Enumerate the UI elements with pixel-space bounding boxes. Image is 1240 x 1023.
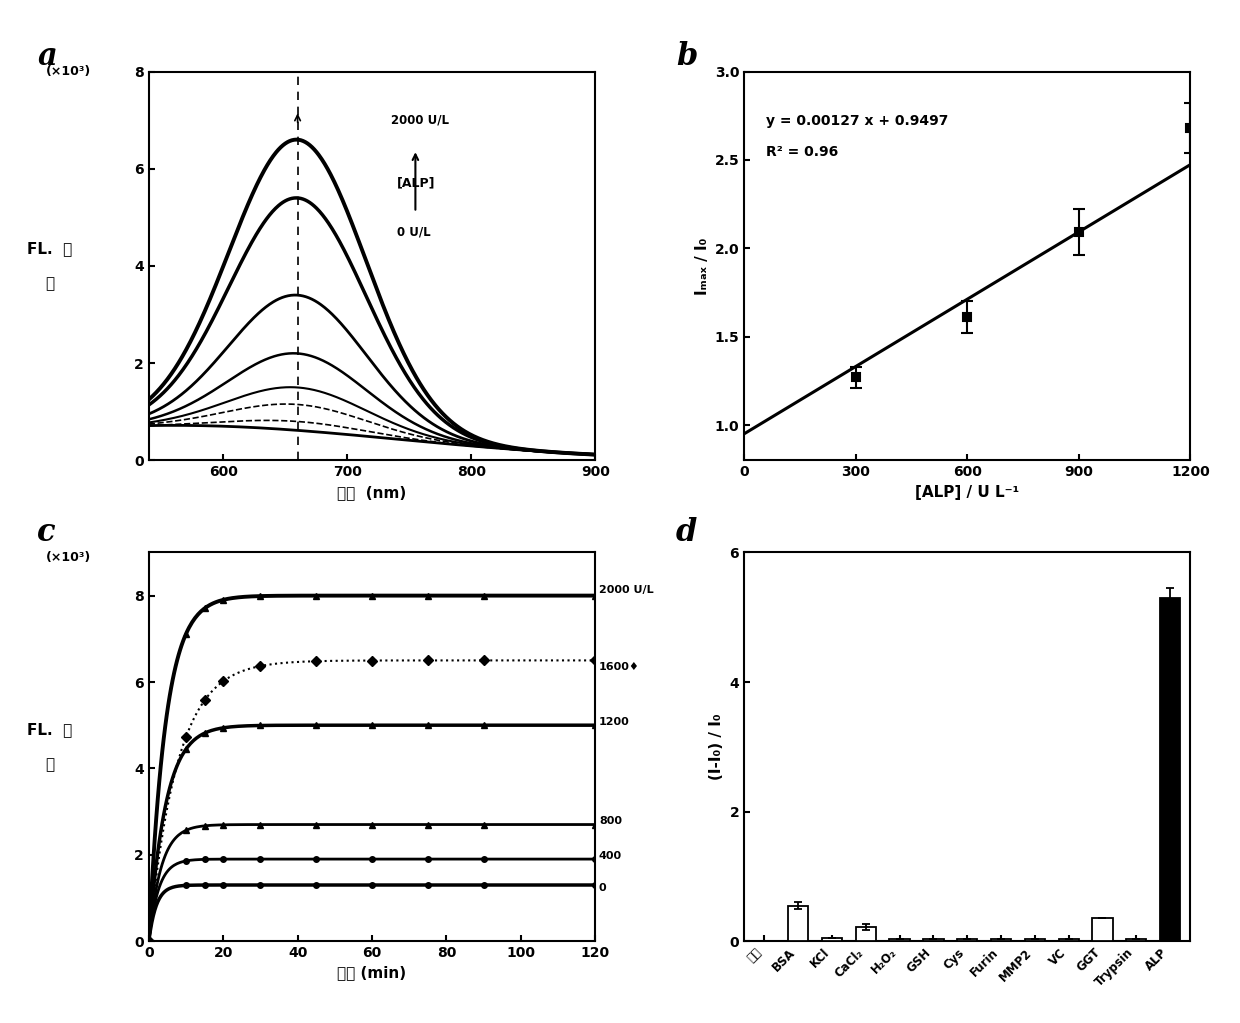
Text: y = 0.00127 x + 0.9497: y = 0.00127 x + 0.9497: [766, 114, 949, 128]
Bar: [1159, 597, 1180, 941]
Text: 800: 800: [599, 816, 622, 827]
Text: (×10³): (×10³): [46, 65, 91, 78]
Text: b: b: [676, 41, 697, 72]
X-axis label: [ALP] / U L⁻¹: [ALP] / U L⁻¹: [915, 485, 1019, 500]
Text: R² = 0.96: R² = 0.96: [766, 145, 838, 160]
Bar: [856, 927, 875, 941]
Y-axis label: (I-I₀) / I₀: (I-I₀) / I₀: [709, 713, 724, 781]
Bar: [822, 938, 842, 941]
Bar: [1126, 938, 1147, 941]
Text: c: c: [37, 517, 56, 547]
Text: (×10³): (×10³): [46, 551, 91, 564]
X-axis label: 时间 (min): 时间 (min): [337, 966, 407, 981]
Bar: [889, 938, 910, 941]
Text: 1600♦: 1600♦: [599, 662, 640, 672]
Text: 2000 U/L: 2000 U/L: [391, 114, 449, 127]
Bar: [787, 905, 808, 941]
Text: [ALP]: [ALP]: [397, 177, 435, 190]
Text: FL.  强

度: FL. 强 度: [27, 241, 72, 291]
Text: d: d: [676, 517, 697, 547]
Bar: [1059, 938, 1079, 941]
Text: FL.  强

度: FL. 强 度: [27, 722, 72, 771]
Text: 0 U/L: 0 U/L: [397, 225, 430, 238]
Bar: [1092, 919, 1112, 941]
Bar: [991, 938, 1011, 941]
Text: 400: 400: [599, 851, 622, 860]
Y-axis label: Iₘₐₓ / I₀: Iₘₐₓ / I₀: [696, 237, 711, 295]
X-axis label: 波长  (nm): 波长 (nm): [337, 485, 407, 500]
Bar: [924, 938, 944, 941]
Text: a: a: [37, 41, 57, 72]
Bar: [957, 938, 977, 941]
Text: 1200: 1200: [599, 717, 630, 726]
Text: 0: 0: [599, 884, 606, 893]
Bar: [1024, 938, 1045, 941]
Text: 2000 U/L: 2000 U/L: [599, 585, 653, 595]
